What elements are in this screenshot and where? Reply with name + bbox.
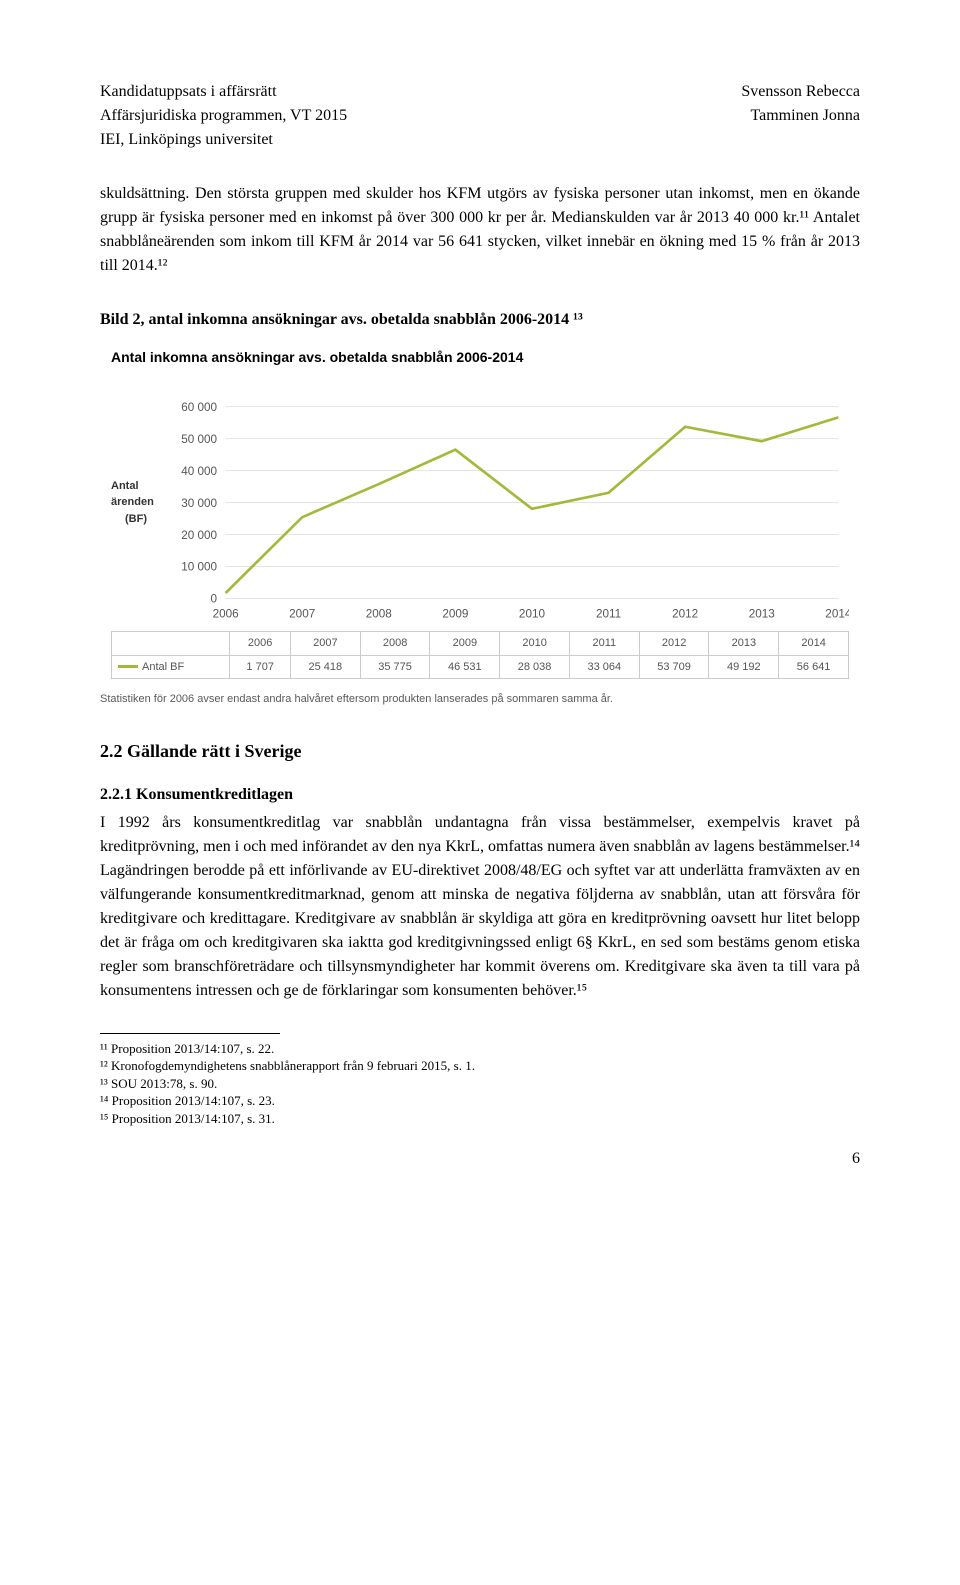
subsection-heading: 2.2.1 Konsumentkreditlagen	[100, 783, 860, 807]
footnote-11: ¹¹ Proposition 2013/14:107, s. 22.	[100, 1040, 860, 1058]
chart-ylabel: Antal ärenden (BF)	[111, 380, 161, 625]
svg-text:2007: 2007	[289, 608, 315, 621]
svg-text:2009: 2009	[442, 608, 468, 621]
chart-data-table: 200620072008200920102011201220132014Anta…	[111, 631, 849, 679]
svg-text:2006: 2006	[213, 608, 239, 621]
header-left-line3: IEI, Linköpings universitet	[100, 128, 347, 152]
chart-svg: 0 10 000 20 000 30 000 40 000 50 000 60 000 200…	[167, 380, 849, 625]
header-left-line2: Affärsjuridiska programmen, VT 2015	[100, 104, 347, 128]
figure-caption: Bild 2, antal inkomna ansökningar avs. o…	[100, 308, 860, 332]
footnotes-separator	[100, 1033, 280, 1034]
svg-text:20 000: 20 000	[181, 529, 217, 542]
svg-text:50 000: 50 000	[181, 433, 217, 446]
svg-text:40 000: 40 000	[181, 465, 217, 478]
page-number: 6	[100, 1147, 860, 1171]
header-left-line1: Kandidatuppsats i affärsrätt	[100, 80, 347, 104]
footnotes: ¹¹ Proposition 2013/14:107, s. 22. ¹² Kr…	[100, 1040, 860, 1128]
svg-text:2014: 2014	[825, 608, 849, 621]
footnote-15: ¹⁵ Proposition 2013/14:107, s. 31.	[100, 1110, 860, 1128]
header-right-line1: Svensson Rebecca	[741, 80, 860, 104]
paragraph-2: I 1992 års konsumentkreditlag var snabbl…	[100, 811, 860, 1003]
header-right-line2: Tamminen Jonna	[741, 104, 860, 128]
svg-text:2011: 2011	[596, 608, 621, 621]
chart-data-table-wrap: 200620072008200920102011201220132014Anta…	[111, 631, 849, 679]
svg-text:0: 0	[211, 593, 218, 606]
paragraph-1: skuldsättning. Den största gruppen med s…	[100, 182, 860, 278]
header-left: Kandidatuppsats i affärsrätt Affärsjurid…	[100, 80, 347, 152]
chart-body: Antal ärenden (BF) 0 10 000 20 000 30 000 40…	[111, 380, 849, 625]
chart-ylabel-line1: Antal ärenden	[111, 478, 161, 511]
footnote-12: ¹² Kronofogdemyndighetens snabblånerappo…	[100, 1057, 860, 1075]
paragraph-1-text: skuldsättning. Den största gruppen med s…	[100, 182, 860, 278]
svg-text:2008: 2008	[366, 608, 393, 621]
chart-container: Antal inkomna ansökningar avs. obetalda …	[100, 336, 860, 685]
page-header: Kandidatuppsats i affärsrätt Affärsjurid…	[100, 80, 860, 152]
section-heading: 2.2 Gällande rätt i Sverige	[100, 738, 860, 765]
chart-svg-wrap: 0 10 000 20 000 30 000 40 000 50 000 60 000 200…	[167, 380, 849, 625]
chart-title: Antal inkomna ansökningar avs. obetalda …	[111, 347, 849, 368]
svg-text:60 000: 60 000	[181, 401, 217, 414]
chart-ylabel-line2: (BF)	[125, 511, 147, 528]
svg-text:10 000: 10 000	[181, 561, 217, 574]
header-right: Svensson Rebecca Tamminen Jonna	[741, 80, 860, 152]
svg-text:2010: 2010	[519, 608, 546, 621]
footnote-14: ¹⁴ Proposition 2013/14:107, s. 23.	[100, 1092, 860, 1110]
svg-text:2012: 2012	[672, 608, 698, 621]
svg-text:30 000: 30 000	[181, 497, 217, 510]
footnote-13: ¹³ SOU 2013:78, s. 90.	[100, 1075, 860, 1093]
paragraph-2-text: I 1992 års konsumentkreditlag var snabbl…	[100, 811, 860, 1003]
svg-text:2013: 2013	[749, 608, 775, 621]
chart-footnote: Statistiken för 2006 avser endast andra …	[100, 691, 860, 708]
